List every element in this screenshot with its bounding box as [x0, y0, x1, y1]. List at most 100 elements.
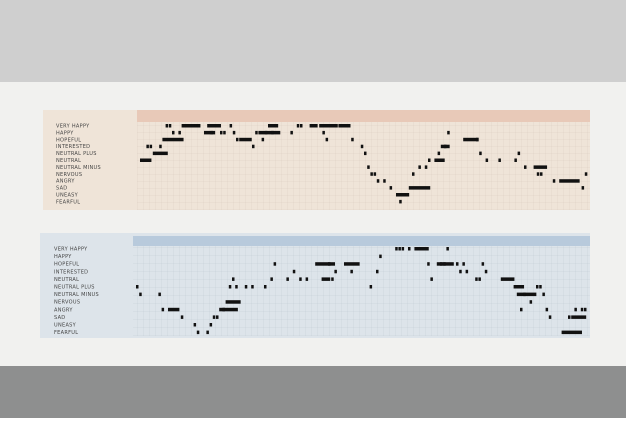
mood-mark: [229, 285, 232, 289]
mood-mark: [466, 270, 469, 274]
mood-mark: [514, 159, 517, 163]
mood-mark: [584, 308, 587, 312]
row-label: HAPPY: [56, 130, 74, 136]
mood-mark: [517, 293, 537, 297]
mood-mark: [501, 277, 515, 281]
row-label: UNEASY: [54, 323, 77, 329]
mood-mark: [367, 165, 370, 169]
mood-mark: [542, 293, 545, 297]
top-chart: VERY HAPPYHAPPYHOPEFULINTERESTEDNEUTRAL …: [43, 110, 590, 210]
day-header: [137, 110, 590, 122]
mood-mark: [434, 159, 444, 163]
mood-mark: [348, 124, 351, 128]
mood-mark: [581, 308, 584, 312]
mood-mark: [334, 270, 337, 274]
floor: [0, 366, 626, 418]
mood-mark: [476, 138, 479, 142]
mood-mark: [518, 152, 521, 156]
mood-mark: [478, 277, 481, 281]
row-label: SAD: [56, 186, 67, 192]
mood-mark: [379, 255, 382, 259]
row-label: NEUTRAL: [56, 158, 81, 164]
row-label: NERVOUS: [56, 172, 82, 178]
mood-mark: [194, 323, 197, 327]
mood-mark: [344, 262, 360, 266]
mood-mark: [258, 131, 280, 135]
mood-mark: [418, 165, 421, 169]
mood-mark: [395, 247, 398, 251]
row-label: NEUTRAL MINUS: [56, 165, 101, 171]
mood-mark: [428, 159, 431, 163]
mood-mark: [204, 131, 215, 135]
mood-mark: [537, 172, 540, 176]
mood-mark: [319, 124, 338, 128]
mood-mark: [271, 131, 274, 135]
mood-mark: [198, 124, 201, 128]
mood-mark: [158, 293, 161, 297]
mood-mark: [235, 285, 238, 289]
mood-mark: [262, 138, 265, 142]
row-label: INTERESTED: [56, 144, 90, 150]
photo: VERY HAPPYHAPPYHOPEFULINTERESTEDNEUTRAL …: [0, 0, 626, 418]
mood-mark: [498, 159, 501, 163]
mood-mark: [370, 285, 373, 289]
mood-mark: [150, 145, 153, 149]
mood-mark: [286, 277, 289, 281]
bottom-chart: VERY HAPPYHAPPYHOPEFULINTERESTEDNEUTRALN…: [40, 233, 590, 338]
mood-mark: [255, 131, 258, 135]
mood-mark: [270, 277, 273, 281]
mood-mark: [264, 285, 267, 289]
mood-mark: [377, 179, 380, 183]
row-label: FEARFUL: [56, 199, 80, 205]
mood-mark: [438, 152, 441, 156]
mood-mark: [226, 300, 241, 304]
mood-mark: [444, 145, 447, 149]
mood-mark: [328, 262, 331, 266]
mood-mark: [153, 152, 168, 156]
mood-mark: [523, 293, 526, 297]
row-label: NEUTRAL MINUS: [54, 292, 99, 298]
mood-mark: [390, 186, 393, 190]
mood-mark: [297, 124, 300, 128]
mood-mark: [459, 270, 462, 274]
mood-mark: [485, 270, 488, 274]
mood-mark: [265, 131, 268, 135]
mood-mark: [546, 308, 549, 312]
row-label: HOPEFUL: [56, 137, 81, 143]
row-label: ANGRY: [56, 179, 75, 185]
mood-mark: [427, 262, 430, 266]
mood-mark: [338, 124, 349, 128]
mood-mark: [216, 315, 219, 319]
mood-mark: [539, 285, 542, 289]
mood-mark: [166, 124, 169, 128]
row-label: NEUTRAL PLUS: [54, 285, 95, 291]
row-label: FEARFUL: [54, 330, 78, 336]
mood-mark: [315, 262, 335, 266]
mood-mark: [197, 331, 200, 335]
mood-mark: [178, 131, 181, 135]
mood-mark: [232, 277, 235, 281]
day-header: [133, 236, 590, 246]
mood-mark: [140, 159, 151, 163]
mood-mark: [299, 277, 302, 281]
mood-mark: [206, 331, 209, 335]
mood-mark: [169, 124, 172, 128]
mood-mark: [313, 124, 316, 128]
mood-mark: [562, 331, 582, 335]
mood-mark: [409, 186, 430, 190]
mood-mark: [210, 131, 213, 135]
mood-mark: [446, 247, 449, 251]
row-label: ANGRY: [54, 307, 73, 313]
mood-mark: [181, 315, 184, 319]
mood-mark: [239, 138, 252, 142]
row-label: HAPPY: [54, 254, 72, 260]
mood-mark: [350, 270, 353, 274]
mood-mark: [233, 131, 236, 135]
row-label: SAD: [54, 315, 65, 321]
mood-mark: [376, 270, 379, 274]
mood-mark: [399, 200, 402, 204]
mood-mark: [136, 285, 139, 289]
mood-mark: [251, 285, 254, 289]
row-label: INTERESTED: [54, 269, 88, 275]
row-label: HOPEFUL: [54, 262, 79, 268]
